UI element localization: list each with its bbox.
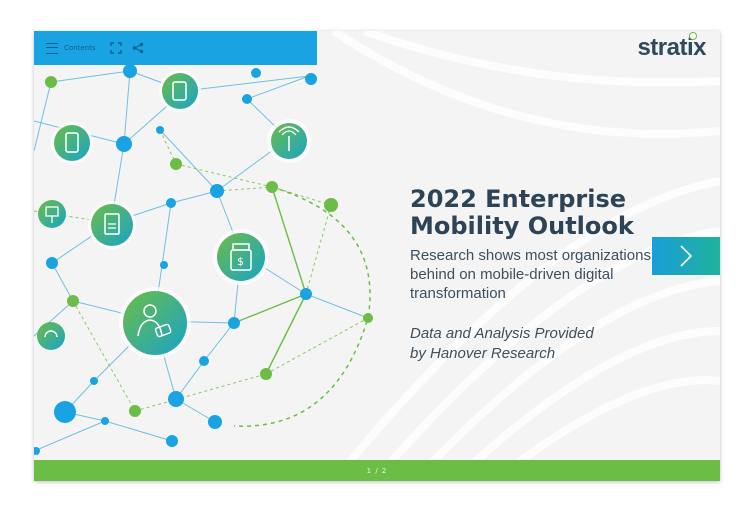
next-page-button[interactable] bbox=[652, 237, 720, 275]
contents-menu-button[interactable]: Contents bbox=[46, 42, 96, 54]
logo-dot-icon bbox=[689, 32, 698, 40]
tablet-icon bbox=[159, 70, 201, 112]
medicine-bottle-icon: $ bbox=[213, 229, 269, 285]
flipbook-viewer: $ Contents bbox=[34, 31, 720, 481]
network-illustration: $ bbox=[34, 31, 720, 481]
title-line-2: Mobility Outlook bbox=[410, 212, 634, 240]
chevron-right-icon bbox=[680, 245, 693, 267]
subtitle: Research shows most organizations are be… bbox=[410, 247, 677, 302]
credit: Data and Analysis Provided by Hanover Re… bbox=[410, 324, 680, 364]
doctor-icon bbox=[119, 287, 191, 359]
stratix-logo: stratix bbox=[637, 32, 706, 62]
credit-line-1: Data and Analysis Provided bbox=[410, 325, 594, 342]
hamburger-menu-icon bbox=[46, 42, 58, 54]
fullscreen-icon bbox=[109, 42, 122, 54]
contents-label: Contents bbox=[64, 44, 96, 52]
page-title: 2022 Enterprise Mobility Outlook bbox=[410, 186, 680, 240]
document-transfer-icon bbox=[88, 201, 136, 249]
cover-text: 2022 Enterprise Mobility Outlook Researc… bbox=[410, 186, 680, 364]
kiosk-icon bbox=[38, 200, 66, 228]
smartphone-icon bbox=[51, 122, 93, 164]
share-button[interactable] bbox=[132, 42, 144, 54]
fullscreen-button[interactable] bbox=[109, 42, 122, 54]
page-footer: 1 / 2 bbox=[34, 460, 720, 481]
svg-text:$: $ bbox=[237, 255, 244, 268]
page-indicator: 1 / 2 bbox=[366, 466, 388, 475]
viewer-toolbar: Contents bbox=[34, 31, 317, 65]
share-icon bbox=[132, 42, 143, 54]
title-line-1: 2022 Enterprise bbox=[410, 185, 627, 213]
credit-line-2: by Hanover Research bbox=[410, 345, 556, 362]
wireless-tower-icon bbox=[267, 119, 311, 163]
cloud-sync-icon bbox=[37, 322, 65, 350]
